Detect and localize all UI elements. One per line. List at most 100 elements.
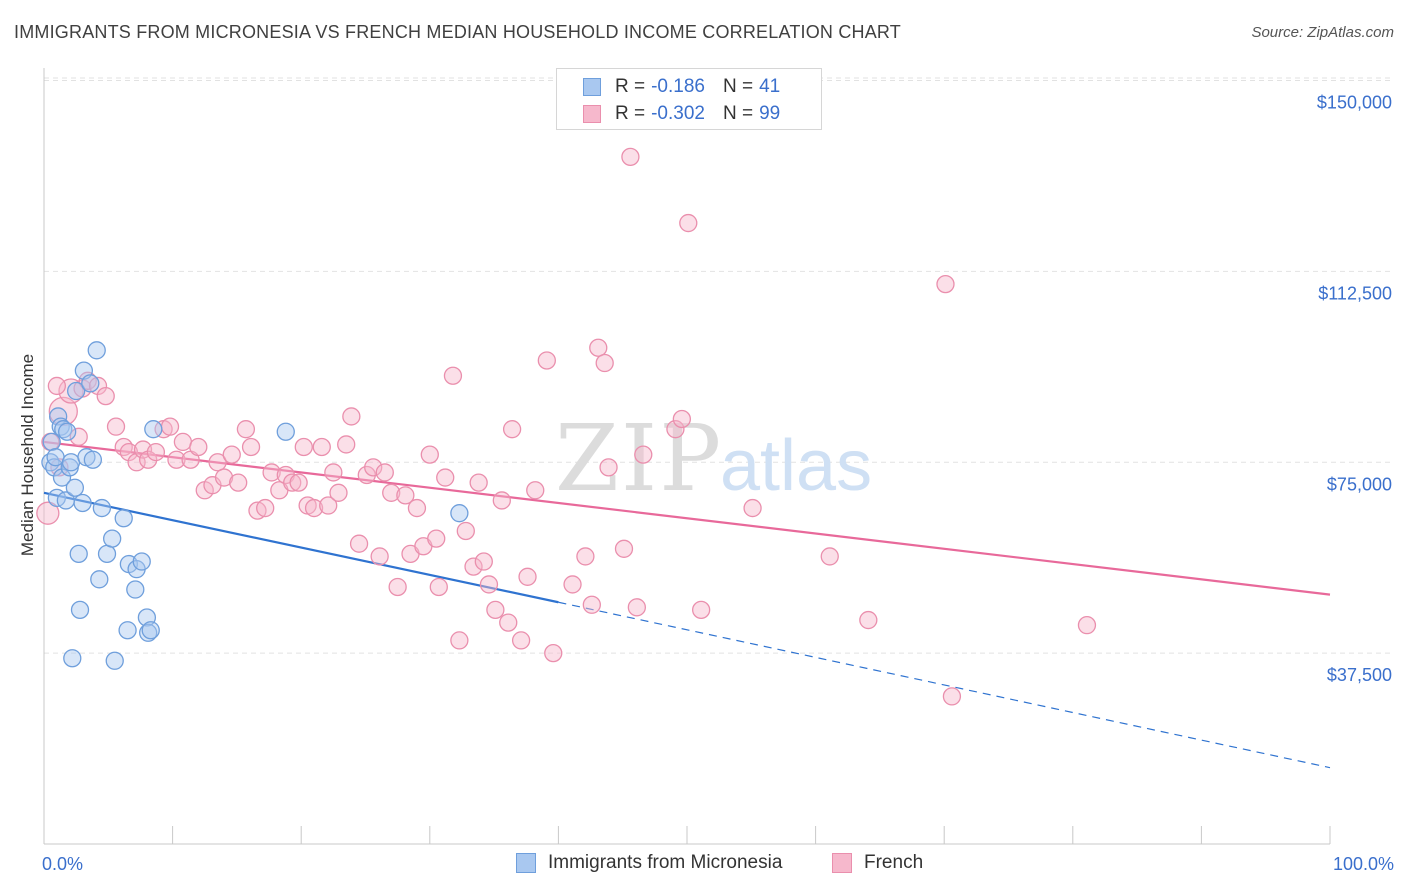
french-point (526, 481, 545, 500)
legend-row-french: R = -0.302 N = 99 (583, 102, 780, 126)
bottom-legend-swatch-micronesia (516, 853, 536, 873)
legend-n-value: 99 (759, 103, 781, 124)
french-point (582, 595, 601, 614)
french-point (312, 437, 331, 457)
watermark-zip: ZIP (555, 405, 723, 512)
micronesia-point (144, 420, 163, 439)
y-tick-label: $112,500 (1318, 283, 1392, 303)
legend-swatch-micronesia (583, 78, 601, 96)
french-point (544, 643, 563, 663)
micronesia-point (57, 422, 77, 441)
micronesia-point (73, 493, 92, 513)
french-point (114, 437, 133, 457)
french-point (537, 351, 556, 370)
french-point (48, 396, 78, 427)
french-point (479, 575, 499, 594)
bottom-legend-micronesia: Immigrants from Micronesia (516, 852, 782, 874)
micronesia-point (90, 570, 109, 589)
french-point (427, 529, 446, 548)
french-point (743, 498, 762, 518)
french-point (289, 473, 308, 492)
watermark-atlas: atlas (720, 426, 872, 506)
french-point (160, 417, 180, 436)
legend-swatch-french (583, 105, 601, 123)
french-point (388, 577, 407, 597)
micronesia-point (87, 341, 106, 360)
french-point (859, 610, 878, 630)
french-point (337, 435, 356, 454)
micronesia-point (139, 623, 158, 642)
french-point (634, 445, 653, 464)
french-point (407, 498, 427, 518)
legend-n-label: N = (722, 76, 754, 97)
micronesia-point (81, 374, 100, 393)
french-point (486, 600, 505, 620)
french-point (229, 473, 248, 492)
micronesia-point (92, 498, 112, 518)
french-point (672, 409, 692, 429)
chart-title: IMMIGRANTS FROM MICRONESIA VS FRENCH MED… (14, 22, 902, 42)
y-tick-label: $75,000 (1327, 474, 1392, 494)
french-point (146, 442, 166, 462)
french-point (208, 453, 227, 472)
french-point (329, 483, 348, 502)
trend-line-micronesia-extrapolated (558, 601, 1331, 769)
french-point (589, 338, 608, 357)
gridlines (44, 77, 1394, 654)
french-point (214, 468, 234, 487)
watermark: ZIP atlas (555, 405, 872, 512)
french-point (456, 521, 475, 541)
trend-line-french (43, 440, 1331, 596)
french-point (139, 450, 158, 469)
french-point (69, 427, 88, 446)
bottom-legend-french: French (832, 852, 923, 874)
french-point (511, 631, 531, 650)
french-point (36, 501, 60, 525)
y-tick-label: $37,500 (1327, 665, 1392, 685)
y-tick-label: $150,000 (1317, 93, 1392, 113)
micronesia-point (46, 448, 65, 467)
micronesia-point (103, 529, 122, 548)
french-point (942, 687, 962, 706)
micronesia-point (70, 600, 90, 620)
french-point (375, 463, 394, 482)
x-tick-labels: 0.0% 100.0% (42, 854, 1394, 874)
micronesia-point (42, 432, 61, 452)
bottom-legend-label-french: French (864, 852, 924, 873)
french-point (189, 437, 208, 457)
micronesia-point (83, 450, 103, 469)
french-point (599, 458, 618, 477)
micronesia-point (114, 509, 133, 528)
legend-row-micronesia: R = -0.186 N = 41 (583, 75, 780, 99)
french-point (518, 567, 537, 586)
french-point (469, 473, 488, 492)
micronesia-point (65, 478, 85, 497)
french-point (820, 547, 839, 566)
french-point (691, 600, 711, 620)
legend-r-value: -0.186 (651, 76, 705, 97)
french-point (78, 371, 97, 390)
legend-n-label: N = (722, 103, 754, 124)
micronesia-point (63, 649, 82, 668)
data-points (36, 147, 1097, 706)
french-point (364, 458, 383, 477)
bottom-legend-label-micronesia: Immigrants from Micronesia (548, 852, 783, 873)
french-point (304, 498, 324, 518)
micronesia-point (450, 504, 469, 523)
micronesia-point (118, 621, 137, 640)
micronesia-point (105, 651, 124, 670)
french-point (614, 539, 634, 558)
french-point (47, 376, 67, 396)
french-point (492, 491, 511, 510)
french-point (502, 420, 522, 439)
french-point (436, 468, 455, 487)
french-point (621, 147, 640, 167)
french-point (96, 386, 115, 406)
french-point (283, 473, 302, 492)
french-point (936, 274, 955, 294)
french-point (420, 445, 439, 464)
french-point (319, 496, 338, 515)
french-point (324, 463, 343, 482)
stats-legend: R = -0.186 N = 41 R = -0.302 N = 99 (556, 68, 822, 130)
